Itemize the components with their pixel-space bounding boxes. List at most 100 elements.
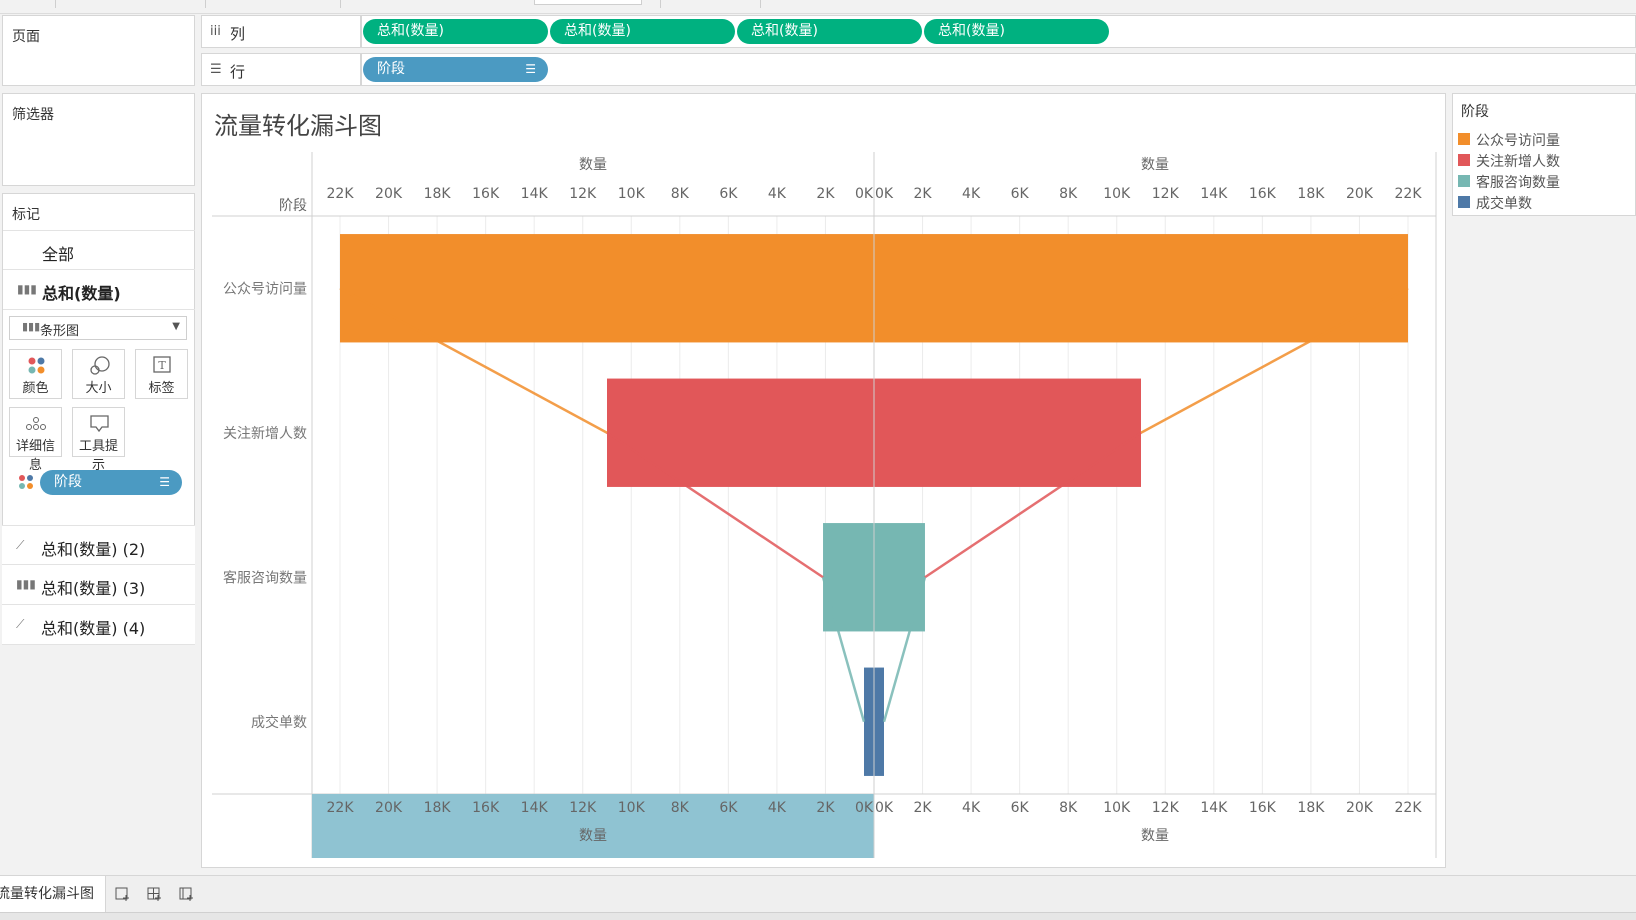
label-button[interactable]: T 标签	[135, 349, 188, 399]
chart-title: 流量转化漏斗图	[214, 112, 382, 140]
bottom-axis-tick-right: 2K	[913, 800, 932, 816]
size-icon	[90, 356, 110, 375]
legend-swatch	[1458, 154, 1470, 166]
funnel-bar-left	[864, 667, 874, 776]
marks-field-pill[interactable]: 阶段 ☰	[40, 470, 182, 495]
toolbar-divider	[660, 0, 661, 8]
bottom-axis-tick-right: 12K	[1152, 800, 1180, 816]
chevron-down-icon: ▼	[172, 321, 180, 332]
pages-shelf[interactable]: 页面	[2, 15, 195, 86]
top-toolbar-strip	[0, 0, 1636, 14]
marks-card-3[interactable]: ▮▮▮ 总和(数量) (3)	[2, 565, 195, 605]
rows-icon: ☰	[210, 62, 222, 77]
bottom-axis-tick-left: 14K	[521, 800, 549, 816]
mark-type-dropdown[interactable]: ▮▮▮ 条形图 ▼	[9, 316, 187, 340]
bottom-axis-tick-left: 0K	[855, 800, 874, 816]
column-pill-4-label: 总和(数量)	[938, 23, 1005, 39]
detail-button[interactable]: 详细信息	[9, 407, 62, 473]
funnel-bar-right	[874, 667, 884, 776]
marks-card-4[interactable]: ⟋ 总和(数量) (4)	[2, 605, 195, 645]
marks-card-4-label: 总和(数量) (4)	[41, 619, 146, 638]
new-dashboard-icon[interactable]	[146, 885, 164, 903]
marks-all-label: 全部	[42, 245, 75, 264]
marks-field-pill-label: 阶段	[54, 474, 82, 490]
funnel-connector	[821, 576, 866, 723]
bottom-axis-tick-right: 10K	[1103, 800, 1131, 816]
color-button-label: 颜色	[22, 381, 49, 396]
bar-chart-icon: ▮▮▮	[16, 577, 36, 591]
bottom-axis-tick-left: 16K	[472, 800, 500, 816]
bar-chart-icon: ▮▮▮	[17, 282, 37, 296]
funnel-bar-left	[823, 523, 874, 632]
top-axis-tick-right: 4K	[962, 186, 981, 202]
row-label: 客服咨询数量	[223, 569, 307, 586]
new-story-icon[interactable]	[178, 885, 196, 903]
columns-icon: iii	[210, 24, 221, 39]
bottom-axis-tick-right: 6K	[1011, 800, 1030, 816]
top-axis-tick-left: 8K	[671, 186, 690, 202]
top-axis-tick-left: 16K	[472, 186, 500, 202]
bottom-axis-tick-right: 22K	[1395, 800, 1423, 816]
bottom-axis-tick-right: 20K	[1346, 800, 1374, 816]
column-pill-1[interactable]: 总和(数量)	[363, 19, 548, 44]
top-axis-tick-left: 14K	[521, 186, 549, 202]
sort-icon: ☰	[525, 62, 536, 76]
rows-shelf-title: 行	[230, 63, 246, 81]
column-pill-2-label: 总和(数量)	[564, 23, 631, 39]
row-label: 公众号访问量	[223, 281, 307, 297]
status-bar	[0, 912, 1636, 920]
columns-shelf-title: 列	[230, 25, 246, 43]
funnel-connector	[339, 287, 608, 434]
size-button[interactable]: 大小	[72, 349, 125, 399]
legend-label: 关注新增人数	[1476, 154, 1560, 170]
top-axis-tick-right: 6K	[1011, 186, 1030, 202]
top-axis-tick-right: 12K	[1152, 186, 1180, 202]
legend-label: 公众号访问量	[1476, 133, 1560, 149]
bottom-axis-tick-left: 22K	[327, 800, 355, 816]
bar-chart-icon: ▮▮▮	[22, 320, 41, 333]
filters-shelf[interactable]: 筛选器	[2, 93, 195, 186]
toolbar-tab[interactable]	[534, 0, 642, 5]
toolbar-divider	[205, 0, 206, 8]
legend-swatch	[1458, 133, 1470, 145]
columns-shelf-label: iii 列	[201, 15, 361, 48]
top-axis-title-right: 数量	[1141, 157, 1169, 173]
marks-all-tab[interactable]: 全部	[3, 230, 195, 270]
bottom-axis-title-left: 数量	[579, 828, 607, 844]
marks-card-2[interactable]: ⟋ 总和(数量) (2)	[2, 525, 195, 565]
toolbar-divider	[760, 0, 761, 8]
column-pill-4[interactable]: 总和(数量)	[924, 19, 1109, 44]
top-axis-tick-left: 12K	[569, 186, 597, 202]
top-axis-tick-left: 22K	[327, 186, 355, 202]
marks-active-label: 总和(数量)	[42, 284, 121, 303]
color-button[interactable]: 颜色	[9, 349, 62, 399]
marks-active-tab[interactable]: ▮▮▮ 总和(数量)	[3, 270, 195, 310]
new-worksheet-icon[interactable]	[114, 885, 132, 903]
row-header-label: 阶段	[279, 198, 307, 214]
bottom-axis-tick-left: 12K	[569, 800, 597, 816]
pages-shelf-title: 页面	[12, 29, 40, 45]
funnel-bar-right	[874, 234, 1408, 343]
top-axis-tick-left: 0K	[855, 186, 874, 202]
marks-card-2-label: 总和(数量) (2)	[41, 540, 146, 559]
row-pill-label: 阶段	[377, 61, 405, 77]
detail-dots-icon	[26, 417, 46, 430]
bottom-axis-title-right: 数量	[1141, 828, 1169, 844]
top-axis-tick-right: 8K	[1059, 186, 1078, 202]
bottom-axis-tick-right: 0K	[875, 800, 894, 816]
row-pill[interactable]: 阶段 ☰	[363, 57, 548, 82]
column-pill-3[interactable]: 总和(数量)	[737, 19, 922, 44]
top-axis-tick-right: 22K	[1395, 186, 1423, 202]
line-chart-icon: ⟋	[16, 617, 25, 631]
tooltip-button[interactable]: 工具提示	[72, 407, 125, 473]
column-pill-2[interactable]: 总和(数量)	[550, 19, 735, 44]
funnel-bar-right	[874, 523, 925, 632]
top-axis-tick-right: 20K	[1346, 186, 1374, 202]
sheet-tab[interactable]: 流量转化漏斗图	[0, 876, 106, 912]
rows-shelf[interactable]	[361, 53, 1636, 86]
marks-card-3-label: 总和(数量) (3)	[41, 579, 146, 598]
funnel-connector	[1140, 287, 1409, 434]
top-axis-tick-left: 20K	[375, 186, 403, 202]
bottom-axis-tick-right: 14K	[1200, 800, 1228, 816]
